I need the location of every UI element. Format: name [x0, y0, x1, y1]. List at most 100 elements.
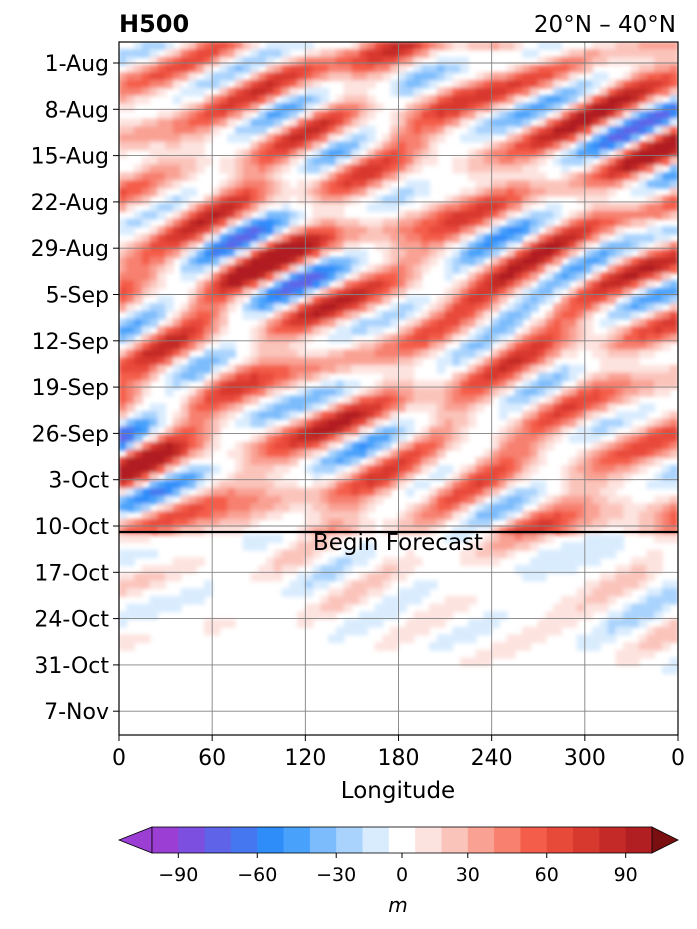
- field-cell: [351, 87, 361, 97]
- field-cell: [568, 418, 578, 428]
- field-cell: [413, 395, 423, 405]
- field-cell: [359, 110, 368, 120]
- field-cell: [382, 472, 392, 482]
- field-cell: [615, 572, 625, 582]
- field-cell: [444, 42, 454, 51]
- field-cell: [623, 241, 632, 251]
- field-cell: [172, 133, 182, 143]
- field-cell: [545, 95, 555, 105]
- field-cell: [335, 334, 345, 343]
- field-cell: [398, 326, 407, 336]
- field-cell: [661, 665, 671, 674]
- field-cell: [343, 388, 353, 397]
- field-cell: [630, 303, 640, 312]
- field-cell: [568, 511, 578, 520]
- field-cell: [646, 418, 656, 428]
- field-cell: [514, 388, 524, 397]
- field-cell: [638, 287, 648, 297]
- field-cell: [537, 511, 547, 520]
- field-cell: [134, 388, 143, 397]
- field-cell: [576, 380, 586, 389]
- field-cell: [304, 311, 314, 320]
- field-cell: [398, 126, 407, 135]
- field-cell: [211, 249, 221, 259]
- field-cell: [475, 349, 485, 359]
- field-cell: [119, 441, 128, 451]
- field-cell: [506, 164, 516, 174]
- field-cell: [452, 318, 462, 328]
- field-cell: [382, 457, 392, 466]
- field-cell: [452, 603, 462, 613]
- field-cell: [320, 441, 330, 451]
- field-cell: [529, 634, 539, 644]
- field-cell: [522, 49, 531, 58]
- field-cell: [180, 195, 190, 205]
- field-cell: [382, 272, 392, 282]
- field-cell: [180, 257, 190, 266]
- field-cell: [654, 195, 663, 205]
- field-cell: [522, 226, 531, 235]
- field-cell: [537, 426, 547, 436]
- field-cell: [119, 503, 128, 513]
- field-cell: [522, 441, 531, 451]
- field-cell: [444, 234, 454, 243]
- field-cell: [654, 42, 663, 51]
- field-cell: [351, 118, 361, 128]
- field-cell: [584, 472, 594, 482]
- field-cell: [304, 180, 314, 189]
- field-cell: [328, 149, 337, 158]
- field-cell: [320, 434, 330, 443]
- field-cell: [444, 326, 454, 336]
- field-cell: [460, 103, 469, 112]
- field-cell: [188, 465, 198, 474]
- field-cell: [436, 603, 446, 613]
- field-cell: [529, 542, 539, 551]
- field-cell: [615, 357, 625, 366]
- field-cell: [304, 465, 314, 474]
- field-cell: [180, 411, 190, 420]
- field-cell: [545, 495, 555, 505]
- grid-lines: [119, 42, 678, 735]
- field-cell: [615, 611, 625, 620]
- field-cell: [141, 380, 151, 389]
- field-cell: [436, 95, 446, 105]
- field-cell: [607, 449, 617, 459]
- field-cell: [382, 580, 392, 590]
- field-cell: [134, 257, 143, 266]
- field-cell: [149, 364, 159, 374]
- field-cell: [615, 180, 625, 189]
- field-cell: [592, 234, 601, 243]
- field-cell: [638, 326, 648, 336]
- field-cell: [219, 518, 229, 528]
- field-cell: [266, 434, 275, 443]
- field-cell: [141, 372, 151, 382]
- field-cell: [157, 141, 167, 151]
- field-cell: [607, 572, 617, 582]
- field-cell: [258, 157, 268, 166]
- field-cell: [211, 488, 221, 497]
- field-cell: [436, 311, 446, 320]
- field-cell: [273, 172, 283, 182]
- field-cell: [522, 626, 531, 636]
- field-cell: [553, 549, 563, 559]
- field-cell: [429, 95, 438, 105]
- field-cell: [491, 542, 500, 551]
- field-cell: [196, 42, 205, 51]
- field-cell: [242, 110, 252, 120]
- field-cell: [444, 480, 454, 490]
- field-cell: [537, 503, 547, 513]
- field-cell: [553, 603, 563, 613]
- field-cell: [165, 42, 174, 51]
- field-cell: [335, 603, 345, 613]
- field-cell: [328, 195, 337, 205]
- field-cell: [242, 187, 252, 197]
- field-cell: [615, 657, 625, 667]
- field-cell: [561, 349, 570, 359]
- field-cell: [475, 180, 485, 189]
- field-cell: [498, 42, 508, 51]
- field-cell: [141, 449, 151, 459]
- field-cell: [522, 457, 531, 466]
- field-cell: [568, 480, 578, 490]
- field-cell: [219, 272, 229, 282]
- colorbar: −90 −60 −30 0 30 60 90: [117, 826, 679, 886]
